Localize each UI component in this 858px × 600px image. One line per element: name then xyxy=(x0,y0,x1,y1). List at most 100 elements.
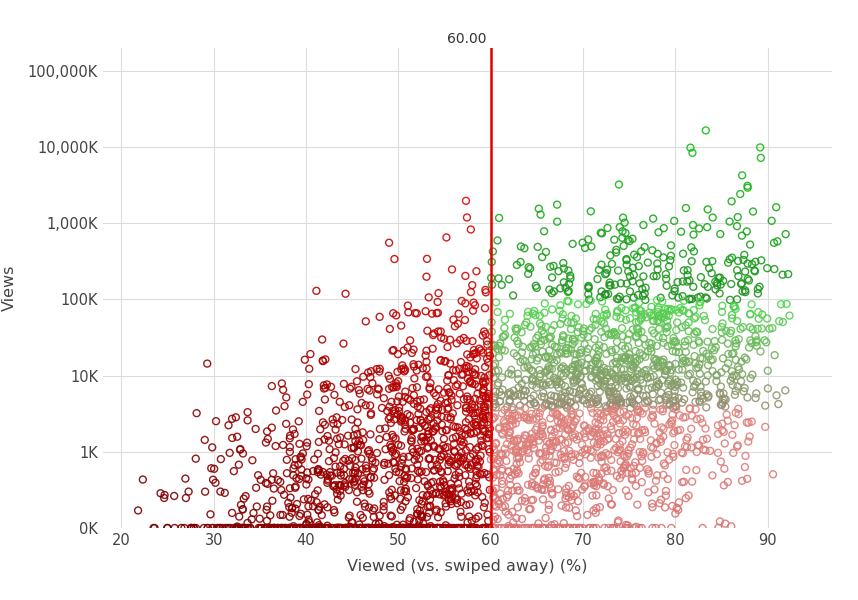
Point xyxy=(672,308,686,317)
Point xyxy=(516,385,529,395)
Point xyxy=(550,217,564,226)
Point xyxy=(593,359,607,368)
Point xyxy=(585,397,599,407)
Point xyxy=(424,379,438,388)
Point xyxy=(302,523,316,533)
Point xyxy=(460,460,474,469)
Point xyxy=(713,229,727,239)
Point xyxy=(608,357,622,367)
Point xyxy=(480,510,494,520)
Point xyxy=(476,385,490,395)
Point xyxy=(479,394,492,403)
Point xyxy=(394,485,408,495)
Point xyxy=(431,399,444,409)
Point xyxy=(677,306,691,316)
Point xyxy=(429,403,443,412)
Point xyxy=(644,344,657,353)
Point xyxy=(405,437,419,446)
Point xyxy=(511,469,525,478)
Point xyxy=(452,364,466,374)
Point xyxy=(522,523,535,533)
Point xyxy=(736,322,750,332)
Point xyxy=(511,482,524,491)
Point xyxy=(321,521,335,530)
Point xyxy=(398,471,412,481)
Point xyxy=(633,348,647,358)
Point xyxy=(409,451,423,461)
Point xyxy=(437,441,450,451)
Point xyxy=(401,301,414,310)
Point xyxy=(515,496,529,505)
Point xyxy=(681,370,695,380)
Point xyxy=(565,340,579,349)
Point xyxy=(398,392,412,402)
Point xyxy=(562,279,576,289)
Point xyxy=(447,446,461,456)
Point xyxy=(660,400,674,409)
Point xyxy=(448,460,462,470)
Point xyxy=(337,470,351,480)
Point xyxy=(557,371,571,381)
Point xyxy=(569,356,583,365)
Point xyxy=(263,511,277,520)
Point xyxy=(652,380,666,390)
Point xyxy=(623,374,637,384)
Point xyxy=(208,464,221,473)
Point xyxy=(333,461,347,471)
Point xyxy=(440,425,454,435)
Point xyxy=(629,522,643,532)
Point xyxy=(426,490,439,499)
Point xyxy=(333,486,347,496)
Point xyxy=(322,523,335,533)
Point xyxy=(523,400,537,409)
Point xyxy=(514,391,528,401)
Point xyxy=(731,440,745,450)
Point xyxy=(612,428,625,438)
Point xyxy=(526,523,540,533)
Point xyxy=(551,416,565,426)
Point xyxy=(489,438,503,448)
Point xyxy=(384,397,398,407)
Point xyxy=(479,523,492,533)
Point xyxy=(628,303,642,313)
Point xyxy=(633,278,647,288)
Point xyxy=(579,426,593,436)
Point xyxy=(488,523,502,533)
Point xyxy=(339,523,353,533)
Point xyxy=(554,413,568,422)
Point xyxy=(540,442,553,452)
Point xyxy=(505,441,518,451)
Point xyxy=(409,484,423,493)
Point xyxy=(584,360,598,370)
Point xyxy=(397,477,411,487)
Point xyxy=(394,505,408,515)
Point xyxy=(749,393,763,403)
Point xyxy=(375,403,389,413)
Point xyxy=(519,375,533,385)
Point xyxy=(627,390,641,400)
Point xyxy=(767,264,781,274)
Point xyxy=(297,494,311,504)
Point xyxy=(732,271,746,281)
Point xyxy=(439,502,453,511)
Point xyxy=(540,367,553,376)
Point xyxy=(268,523,281,533)
Point xyxy=(542,500,556,510)
Point xyxy=(599,368,613,377)
Point xyxy=(765,323,779,333)
Point xyxy=(676,413,690,422)
Point xyxy=(434,326,448,336)
Point xyxy=(509,418,523,428)
Point xyxy=(502,431,516,440)
Point xyxy=(630,356,644,366)
Point xyxy=(379,523,393,533)
Point xyxy=(435,405,449,415)
Point xyxy=(677,266,691,275)
Point xyxy=(654,293,668,302)
Point xyxy=(478,415,492,424)
Point xyxy=(610,471,624,481)
Point xyxy=(328,481,341,490)
Point xyxy=(526,366,540,376)
Point xyxy=(364,410,378,419)
Point xyxy=(329,448,342,457)
